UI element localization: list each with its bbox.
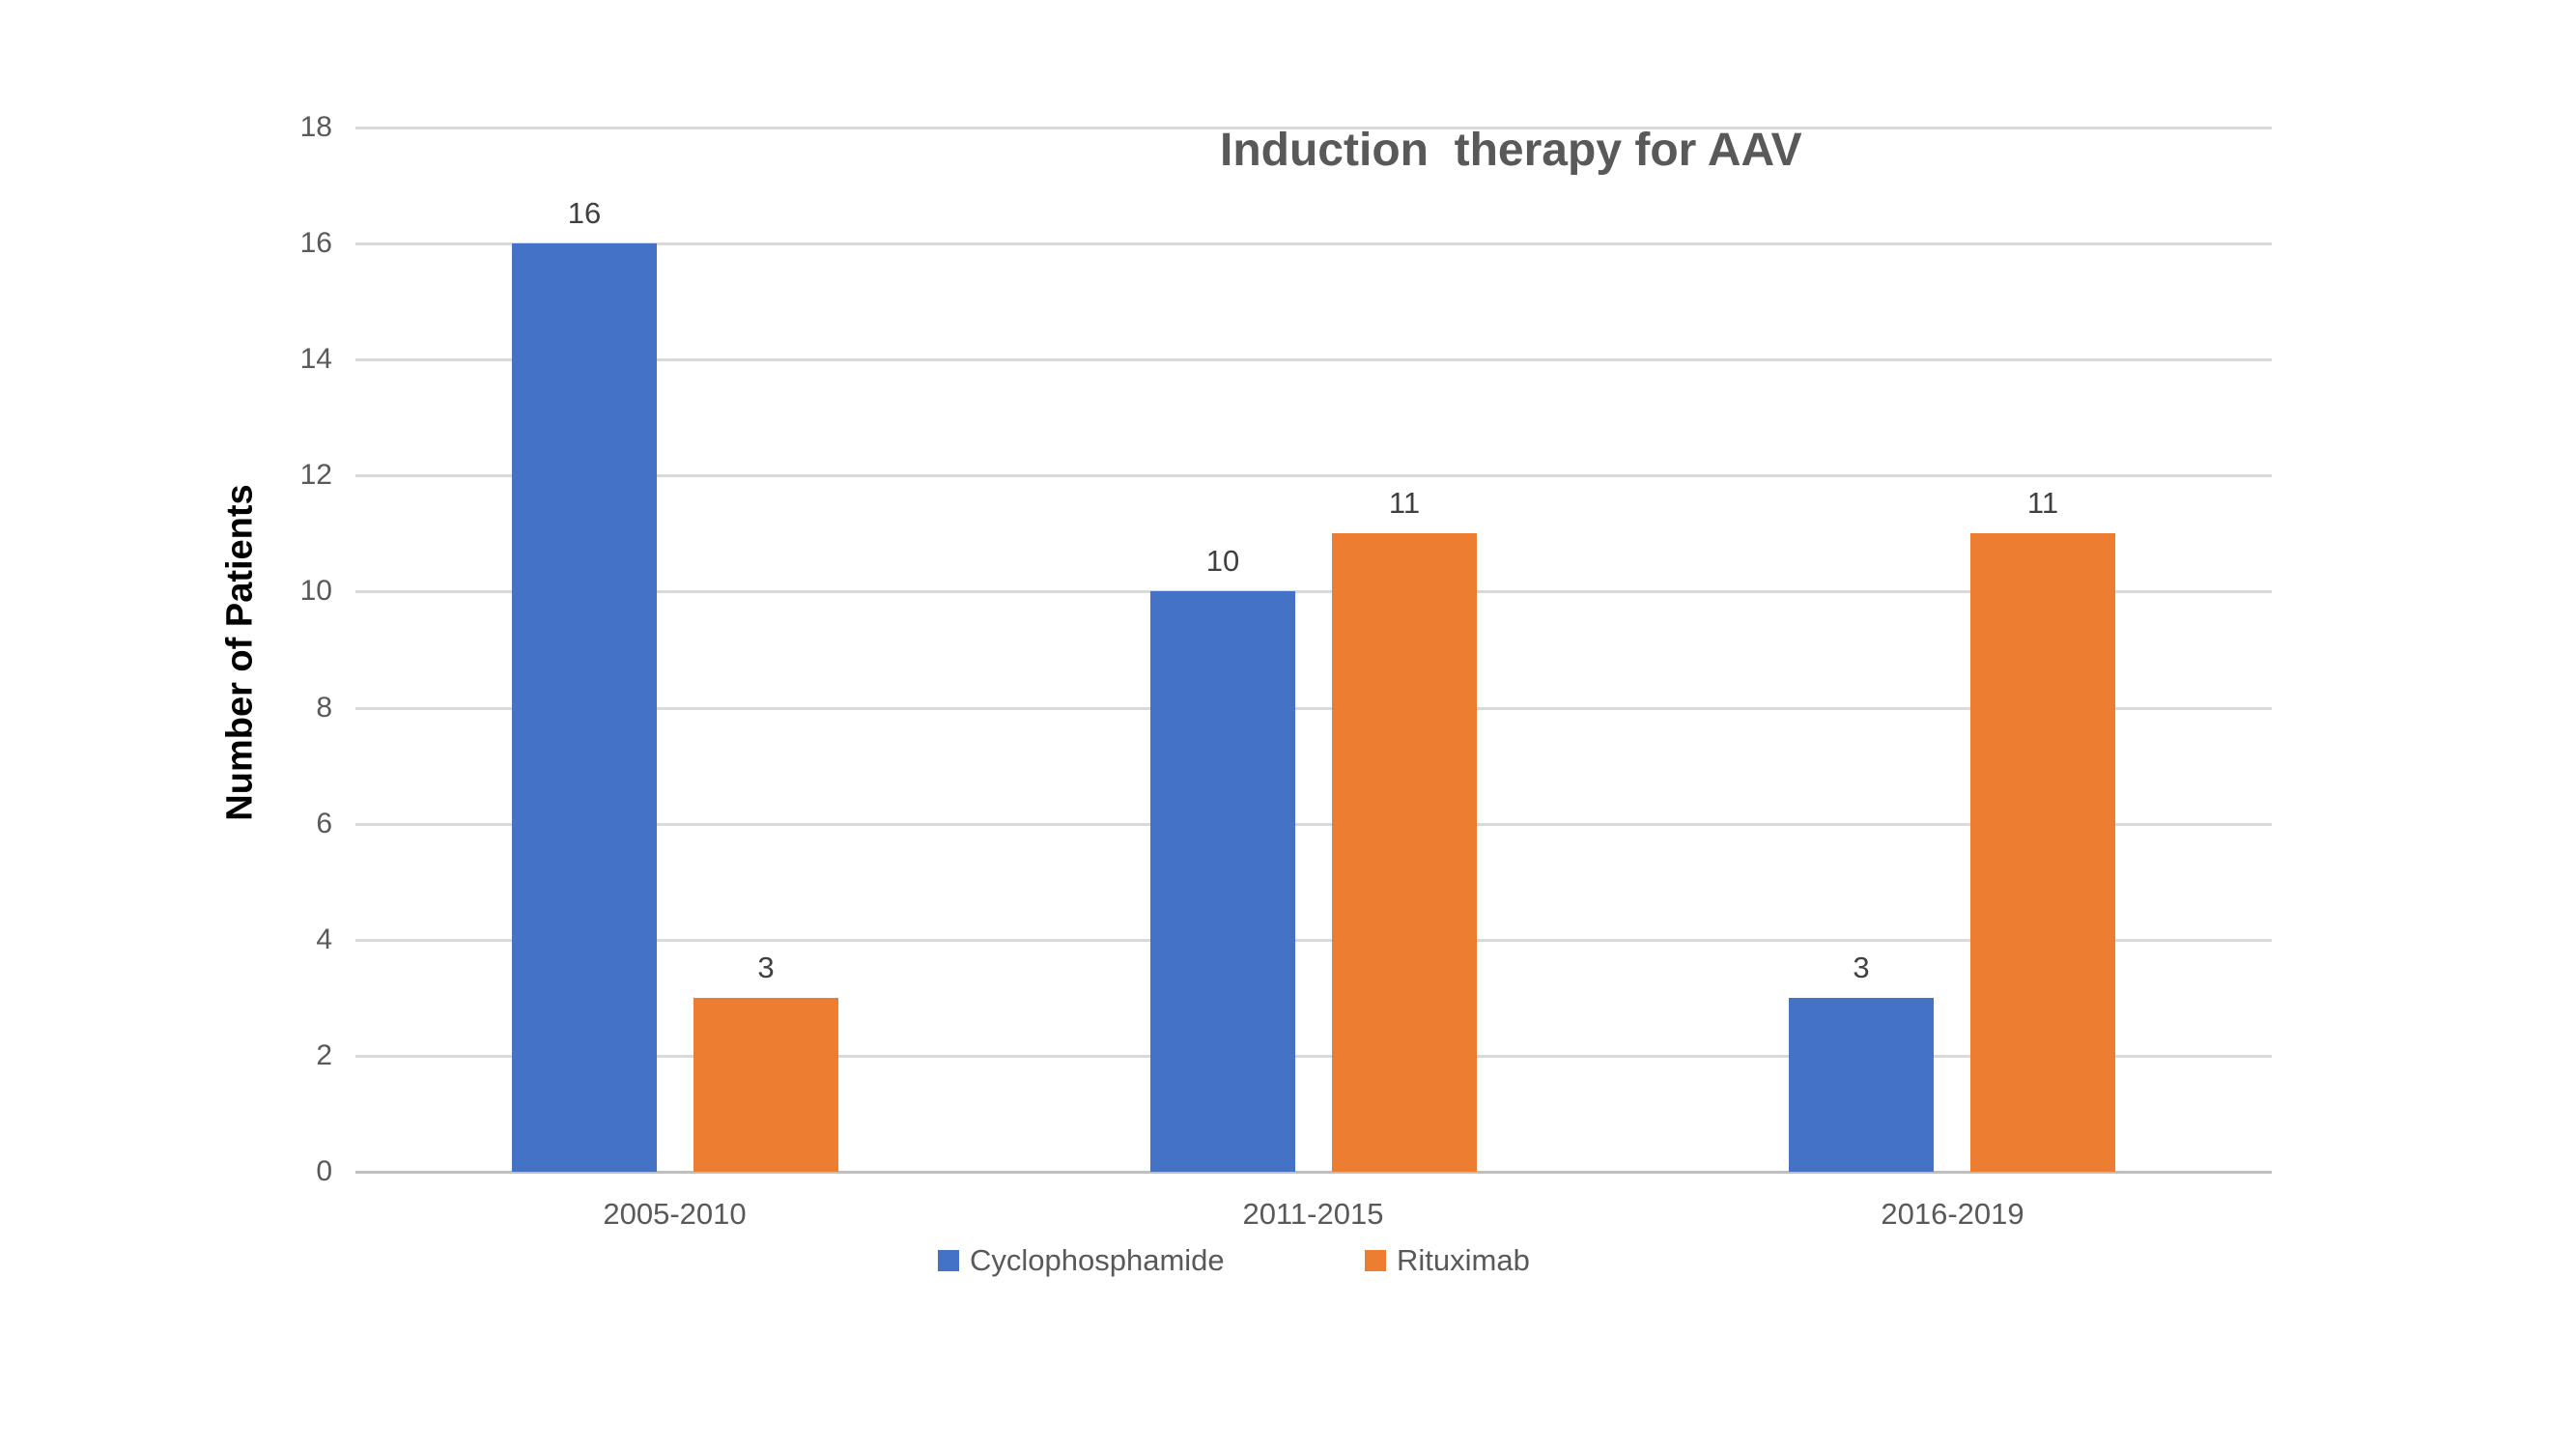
bar-cyclophosphamide-2005-2010 [512,243,657,1172]
gridline-2 [355,1055,2272,1058]
y-tick-label-4: 4 [316,923,332,955]
bar-rituximab-2011-2015 [1332,533,1477,1172]
x-category-label-2011-2015: 2011-2015 [1242,1197,1384,1231]
y-tick-label-6: 6 [316,808,332,839]
x-category-label-2016-2019: 2016-2019 [1881,1197,2024,1231]
gridline-8 [355,707,2272,710]
bar-value-label-rituximab-2016-2019: 11 [2026,486,2059,520]
y-tick-label-0: 0 [316,1155,332,1187]
bar-rituximab-2005-2010 [694,998,838,1172]
gridline-6 [355,823,2272,826]
chart-title: Induction therapy for AAV [1220,125,1802,176]
legend-swatch-cyclophosphamide [938,1250,959,1271]
legend-item-rituximab: Rituximab [1365,1244,1530,1277]
gridline-16 [355,242,2272,245]
bar-cyclophosphamide-2011-2015 [1150,591,1295,1172]
bar-value-label-rituximab-2011-2015: 11 [1388,486,1421,520]
gridline-4 [355,939,2272,942]
bar-value-label-cyclophosphamide-2011-2015: 10 [1205,544,1240,578]
gridline-18 [355,127,2272,129]
bar-value-label-cyclophosphamide-2016-2019: 3 [1853,951,1870,984]
legend-label-rituximab: Rituximab [1397,1243,1530,1277]
y-axis-title: Number of Patients [219,484,261,821]
legend-item-cyclophosphamide: Cyclophosphamide [938,1244,1225,1277]
y-tick-label-18: 18 [299,111,332,143]
legend-label-cyclophosphamide: Cyclophosphamide [970,1243,1225,1277]
legend-swatch-rituximab [1365,1250,1386,1271]
x-axis-line [355,1171,2272,1174]
bar-value-label-rituximab-2005-2010: 3 [757,951,775,984]
y-tick-label-8: 8 [316,692,332,724]
y-tick-label-2: 2 [316,1039,332,1071]
y-tick-label-16: 16 [299,227,332,259]
y-tick-label-12: 12 [299,459,332,491]
y-tick-label-14: 14 [299,343,332,375]
gridline-10 [355,590,2272,593]
x-category-label-2005-2010: 2005-2010 [603,1197,747,1231]
bar-value-label-cyclophosphamide-2005-2010: 16 [567,196,602,230]
gridline-14 [355,358,2272,361]
gridline-12 [355,474,2272,477]
bar-rituximab-2016-2019 [1970,533,2115,1172]
bar-cyclophosphamide-2016-2019 [1789,998,1934,1172]
y-tick-label-10: 10 [299,575,332,607]
